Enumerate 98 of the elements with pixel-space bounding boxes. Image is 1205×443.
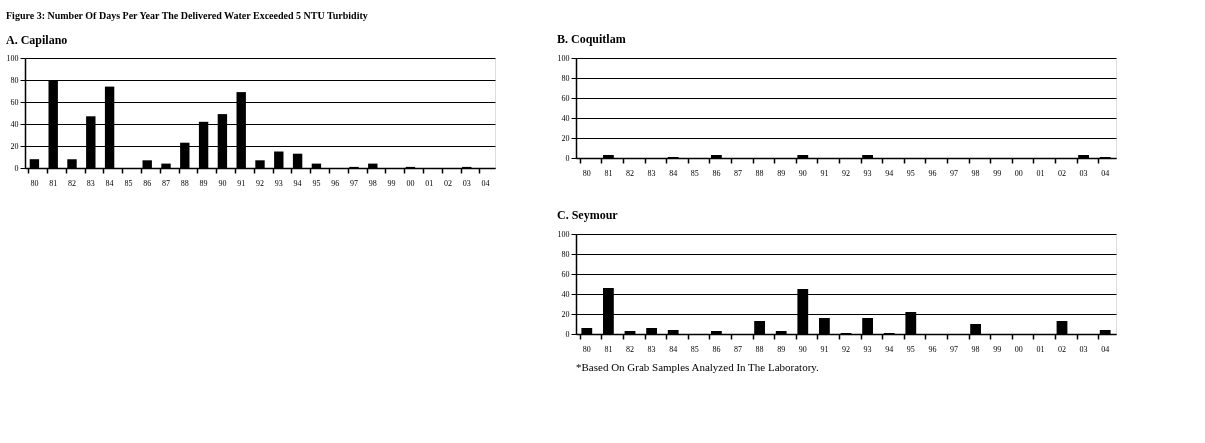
x-tick-label: 86 xyxy=(712,168,721,178)
y-tick-label: 80 xyxy=(10,75,19,85)
x-tick-label: 92 xyxy=(256,178,264,188)
chart-title: Figure 3: Number Of Days Per Year The Delivered Water Exceeded 5 NTU Turbidity xyxy=(6,10,368,21)
x-tick-label: 88 xyxy=(755,168,764,178)
x-tick-label: 83 xyxy=(647,168,656,178)
x-tick-label: 03 xyxy=(1079,168,1088,178)
y-tick-label: 60 xyxy=(561,93,570,103)
x-tick-label: 99 xyxy=(993,168,1002,178)
x-tick-label: 90 xyxy=(798,344,807,354)
x-tick-label: 01 xyxy=(425,178,434,188)
x-tick-label: 97 xyxy=(350,178,358,188)
chart-title: B. Coquitlam xyxy=(557,32,626,46)
y-tick-label: 60 xyxy=(561,269,570,279)
y-tick-label: 0 xyxy=(14,163,19,173)
x-tick-label: 02 xyxy=(1058,344,1066,354)
chart-subtitle: A. Capilano xyxy=(6,33,68,47)
x-tick-label: 97 xyxy=(950,168,958,178)
x-tick-label: 83 xyxy=(86,178,95,188)
x-tick-label: 04 xyxy=(1101,344,1110,354)
x-tick-label: 85 xyxy=(690,344,699,354)
x-tick-label: 00 xyxy=(1014,344,1023,354)
x-tick-label: 01 xyxy=(1036,168,1045,178)
x-tick-label: 96 xyxy=(928,344,937,354)
x-tick-label: 98 xyxy=(971,168,980,178)
x-tick-label: 89 xyxy=(777,344,786,354)
x-tick-label: 91 xyxy=(820,168,829,178)
text: *Based On Grab Samples Analyzed In The Laboratory. xyxy=(576,361,820,373)
y-tick-label: 40 xyxy=(561,113,570,123)
x-tick-label: 84 xyxy=(105,178,114,188)
x-tick-label: 89 xyxy=(777,168,786,178)
x-tick-label: 91 xyxy=(820,344,829,354)
x-tick-label: 88 xyxy=(755,344,764,354)
x-tick-label: 81 xyxy=(49,178,58,188)
x-tick-label: 04 xyxy=(1101,168,1110,178)
x-tick-label: 94 xyxy=(885,168,894,178)
x-tick-label: 95 xyxy=(312,178,321,188)
x-tick-label: 03 xyxy=(462,178,471,188)
x-tick-label: 90 xyxy=(218,178,227,188)
x-tick-label: 80 xyxy=(30,178,39,188)
x-tick-label: 00 xyxy=(406,178,415,188)
x-tick-label: 85 xyxy=(690,168,699,178)
x-tick-label: 02 xyxy=(1058,168,1066,178)
x-tick-label: 90 xyxy=(798,168,807,178)
x-tick-label: 82 xyxy=(626,344,634,354)
x-tick-label: 81 xyxy=(604,168,613,178)
x-tick-label: 94 xyxy=(293,178,302,188)
x-tick-label: 84 xyxy=(669,344,678,354)
x-tick-label: 97 xyxy=(950,344,958,354)
chart-title: C. Seymour xyxy=(557,208,619,222)
y-tick-label: 0 xyxy=(565,153,570,163)
x-tick-label: 01 xyxy=(1036,344,1045,354)
x-tick-label: 00 xyxy=(1014,168,1023,178)
x-tick-label: 95 xyxy=(906,168,915,178)
x-tick-label: 96 xyxy=(331,178,340,188)
x-tick-label: 91 xyxy=(237,178,246,188)
x-tick-label: 86 xyxy=(143,178,152,188)
x-tick-label: 86 xyxy=(712,344,721,354)
x-tick-label: 80 xyxy=(582,344,591,354)
y-tick-label: 80 xyxy=(561,73,570,83)
x-tick-label: 82 xyxy=(68,178,76,188)
x-tick-label: 02 xyxy=(444,178,452,188)
x-tick-label: 04 xyxy=(481,178,490,188)
x-tick-label: 99 xyxy=(387,178,396,188)
x-tick-label: 94 xyxy=(885,344,894,354)
x-tick-label: 95 xyxy=(906,344,915,354)
x-tick-label: 89 xyxy=(199,178,208,188)
x-tick-label: 85 xyxy=(124,178,133,188)
x-tick-label: 84 xyxy=(669,168,678,178)
y-tick-label: 100 xyxy=(557,53,570,63)
x-tick-label: 83 xyxy=(647,344,656,354)
x-tick-label: 03 xyxy=(1079,344,1088,354)
y-tick-label: 40 xyxy=(10,119,19,129)
x-tick-label: 92 xyxy=(842,344,850,354)
x-tick-label: 98 xyxy=(971,344,980,354)
x-tick-label: 87 xyxy=(734,344,742,354)
x-tick-label: 96 xyxy=(928,168,937,178)
x-tick-label: 98 xyxy=(368,178,377,188)
x-tick-label: 87 xyxy=(162,178,170,188)
x-tick-label: 93 xyxy=(274,178,283,188)
x-tick-label: 82 xyxy=(626,168,634,178)
x-tick-label: 93 xyxy=(863,168,872,178)
y-tick-label: 80 xyxy=(561,249,570,259)
y-tick-label: 40 xyxy=(561,289,570,299)
y-tick-label: 60 xyxy=(10,97,19,107)
y-tick-label: 20 xyxy=(561,133,570,143)
y-tick-label: 100 xyxy=(557,229,570,239)
x-tick-label: 81 xyxy=(604,344,613,354)
x-tick-label: 80 xyxy=(582,168,591,178)
x-tick-label: 99 xyxy=(993,344,1002,354)
x-tick-label: 93 xyxy=(863,344,872,354)
x-tick-label: 88 xyxy=(180,178,189,188)
y-tick-label: 20 xyxy=(10,141,19,151)
x-tick-label: 92 xyxy=(842,168,850,178)
x-tick-label: 87 xyxy=(734,168,742,178)
y-tick-label: 0 xyxy=(565,329,570,339)
y-tick-label: 20 xyxy=(561,309,570,319)
y-tick-label: 100 xyxy=(6,53,19,63)
